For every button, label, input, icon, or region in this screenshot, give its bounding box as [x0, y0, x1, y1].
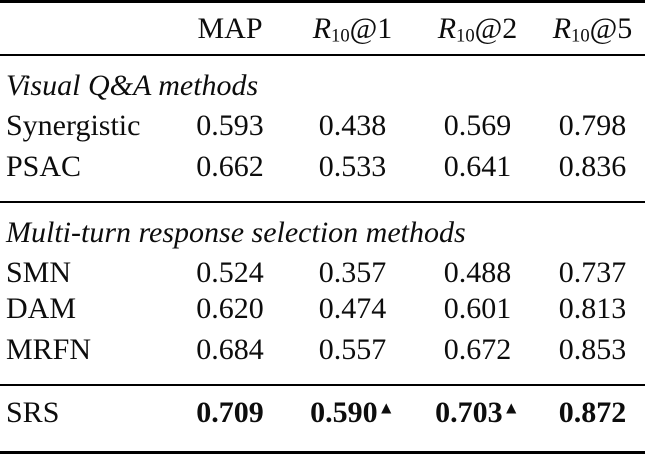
method-name: DAM — [6, 292, 77, 325]
metric-value: 0.684 — [170, 327, 290, 386]
triangle-marker-icon: ▲ — [502, 396, 520, 417]
metric-number: 0.709 — [196, 395, 264, 429]
metric-value: 0.569 — [443, 109, 512, 142]
metric-value: 0.533 — [290, 144, 415, 203]
col-header-subscript: 10 — [331, 24, 350, 46]
metric-number: 0.590 — [310, 395, 378, 429]
metric-value: 0.357 — [318, 256, 387, 289]
col-header-r10-at-5: R10@5 — [540, 1, 645, 56]
metric-value: 0.662 — [170, 144, 290, 203]
col-header-suffix: MAP — [197, 11, 263, 45]
col-header-suffix: @5 — [589, 11, 633, 45]
col-header-r10-at-2: R10@2 — [415, 1, 540, 56]
corner-cell — [0, 1, 170, 56]
table-row-srs: SRS 0.709 0.590▲ 0.703▲ 0.872 — [0, 385, 645, 453]
method-name: MRFN — [0, 327, 170, 386]
section-header-multi-turn: Multi-turn response selection methods — [0, 202, 645, 255]
metric-value: 0.474 — [318, 292, 387, 325]
table-row-smn: SMN 0.524 0.357 0.488 0.737 — [0, 255, 645, 291]
table-row-psac: PSAC 0.662 0.533 0.641 0.836 — [0, 144, 645, 203]
metric-number: 0.703 — [435, 395, 503, 429]
table-header-row: MAP R10@1 R10@2 R10@5 — [0, 1, 645, 56]
metric-value-bold: 0.709 — [170, 385, 290, 453]
method-name: PSAC — [0, 144, 170, 203]
metric-value: 0.853 — [540, 327, 645, 386]
col-header-subscript: 10 — [456, 24, 475, 46]
table-row-dam: DAM 0.620 0.474 0.601 0.813 — [0, 291, 645, 327]
col-header-suffix: @2 — [474, 11, 518, 45]
col-header-map: MAP — [170, 1, 290, 56]
method-name: Synergistic — [6, 109, 141, 142]
metric-value: 0.524 — [196, 256, 264, 289]
metric-value: 0.672 — [415, 327, 540, 386]
metric-value: 0.438 — [318, 109, 387, 142]
metric-value: 0.488 — [443, 256, 512, 289]
metric-value: 0.593 — [196, 109, 264, 142]
metric-value-bold: 0.703▲ — [415, 385, 540, 453]
col-header-subscript: 10 — [571, 24, 590, 46]
method-name: SMN — [6, 256, 72, 289]
table-row-mrfn: MRFN 0.684 0.557 0.672 0.853 — [0, 327, 645, 386]
method-name: SRS — [6, 395, 60, 429]
metric-value: 0.836 — [540, 144, 645, 203]
section-header-visual-qa: Visual Q&A methods — [0, 55, 645, 108]
metric-value: 0.620 — [196, 292, 264, 325]
metric-value: 0.798 — [558, 109, 627, 142]
metric-number: 0.872 — [558, 395, 627, 429]
metric-value: 0.641 — [415, 144, 540, 203]
metric-value: 0.601 — [443, 292, 512, 325]
metric-value-bold: 0.590▲ — [290, 385, 415, 453]
section-title: Visual Q&A methods — [6, 69, 259, 102]
col-header-base: R — [437, 11, 457, 45]
metric-value-bold: 0.872 — [540, 385, 645, 453]
triangle-marker-icon: ▲ — [377, 396, 395, 417]
metric-value: 0.557 — [290, 327, 415, 386]
table-row-synergistic: Synergistic 0.593 0.438 0.569 0.798 — [0, 108, 645, 144]
col-header-suffix: @1 — [349, 11, 393, 45]
col-header-base: R — [312, 11, 332, 45]
metric-value: 0.813 — [558, 292, 627, 325]
col-header-base: R — [552, 11, 572, 45]
section-title: Multi-turn response selection methods — [6, 216, 466, 249]
col-header-r10-at-1: R10@1 — [290, 1, 415, 56]
metric-value: 0.737 — [558, 256, 627, 289]
